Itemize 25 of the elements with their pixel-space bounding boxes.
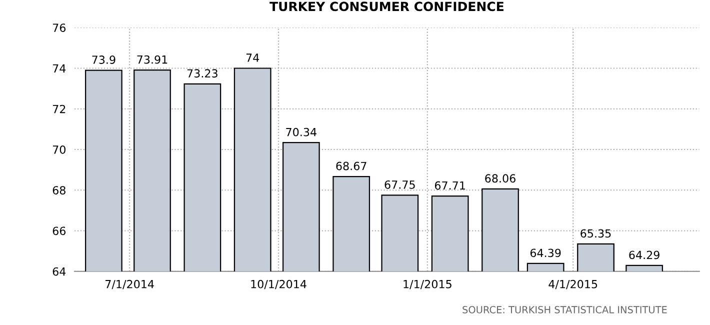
y-tick-label: 66 <box>52 226 66 236</box>
y-tick-label: 74 <box>52 64 66 72</box>
y-tick-label: 64 <box>52 267 66 276</box>
data-label: 67.75 <box>384 180 415 189</box>
data-label: 67.71 <box>434 181 465 190</box>
data-label: 70.34 <box>286 128 316 136</box>
y-tick-label: 68 <box>52 186 66 195</box>
data-label: 68.06 <box>485 174 516 183</box>
x-tick-label: 4/1/2015 <box>548 280 598 290</box>
data-label: 64.29 <box>629 250 660 260</box>
data-label: 74 <box>246 54 260 62</box>
source-note: SOURCE: TURKISH STATISTICAL INSTITUTE <box>462 306 667 314</box>
data-label: 68.67 <box>336 162 366 170</box>
chart-title: TURKEY CONSUMER CONFIDENCE <box>270 2 504 12</box>
x-tick-label: 10/1/2014 <box>251 280 306 290</box>
data-label: 73.91 <box>137 55 168 64</box>
data-label: 73.23 <box>187 69 218 78</box>
data-label: 64.39 <box>530 248 561 258</box>
y-tick-label: 76 <box>52 24 66 32</box>
data-label: 65.35 <box>580 229 611 238</box>
data-label: 73.9 <box>92 56 116 64</box>
x-tick-label: 7/1/2014 <box>106 280 154 290</box>
y-tick-label: 72 <box>52 104 66 114</box>
y-tick-label: 70 <box>52 145 66 154</box>
x-tick-label: 1/1/2015 <box>404 280 452 290</box>
